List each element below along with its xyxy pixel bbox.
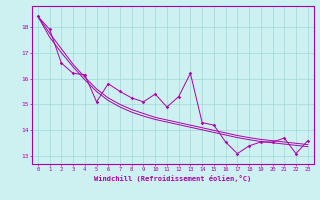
X-axis label: Windchill (Refroidissement éolien,°C): Windchill (Refroidissement éolien,°C) [94, 175, 252, 182]
